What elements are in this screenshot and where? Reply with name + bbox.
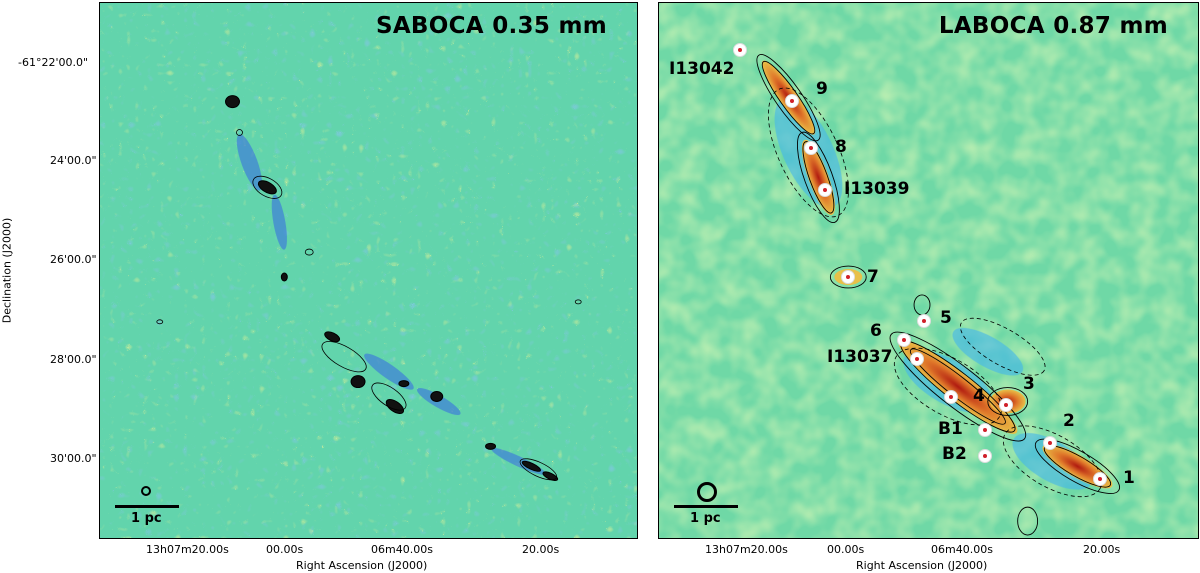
source-label-i13042: I13042 xyxy=(669,59,735,79)
saboca-intensity-map xyxy=(100,3,637,538)
beam-size-icon xyxy=(697,482,717,502)
source-label-b1: B1 xyxy=(938,419,963,439)
source-label-i13037: I13037 xyxy=(827,347,893,367)
ytick-label: 26'00.0" xyxy=(50,253,97,266)
ytick-label: 30'00.0" xyxy=(50,452,97,465)
source-label-9: 9 xyxy=(816,79,828,99)
source-marker-7 xyxy=(841,270,855,284)
saboca-title: SABOCA 0.35 mm xyxy=(375,13,607,39)
xtick-label-left: 00.00s xyxy=(266,543,304,556)
ytick-label: 28'00.0" xyxy=(50,353,97,366)
xtick-label-left: 20.00s xyxy=(522,543,560,556)
xtick-label-right: 13h07m20.00s xyxy=(705,543,788,556)
beam-size-icon xyxy=(141,486,151,496)
scale-bar-line xyxy=(674,505,738,508)
source-label-3: 3 xyxy=(1023,374,1035,394)
source-label-b2: B2 xyxy=(942,444,967,464)
source-marker-i13037 xyxy=(910,352,924,366)
source-marker-6 xyxy=(897,333,911,347)
source-label-5: 5 xyxy=(940,308,952,328)
source-marker-5 xyxy=(917,314,931,328)
source-marker-2 xyxy=(1043,436,1057,450)
source-label-6: 6 xyxy=(870,321,882,341)
laboca-map-panel: LABOCA 0.87 mm I13042 9 8 I13039 7 5 6 I… xyxy=(658,2,1199,539)
source-marker-8 xyxy=(804,141,818,155)
x-axis-title-right: Right Ascension (J2000) xyxy=(856,559,988,572)
scale-bar-label: 1 pc xyxy=(131,511,162,526)
ytick-label: 24'00.0" xyxy=(50,154,97,167)
xtick-label-right: 20.00s xyxy=(1083,543,1121,556)
xtick-label-left: 13h07m20.00s xyxy=(146,543,229,556)
saboca-map-panel: SABOCA 0.35 mm 1 pc xyxy=(99,2,638,539)
source-marker-b1 xyxy=(978,423,992,437)
scale-bar-label: 1 pc xyxy=(690,511,721,526)
source-label-2: 2 xyxy=(1063,411,1075,431)
ytick-label: -61°22'00.0" xyxy=(18,56,89,69)
laboca-intensity-map xyxy=(659,3,1198,538)
source-marker-3 xyxy=(999,398,1013,412)
source-label-8: 8 xyxy=(835,137,847,157)
source-marker-1 xyxy=(1093,472,1107,486)
source-label-4: 4 xyxy=(973,386,985,406)
xtick-label-left: 06m40.00s xyxy=(371,543,433,556)
source-marker-4 xyxy=(944,390,958,404)
laboca-title: LABOCA 0.87 mm xyxy=(938,13,1168,39)
xtick-label-right: 06m40.00s xyxy=(931,543,993,556)
y-axis-title: Declination (J2000) xyxy=(0,217,14,324)
source-marker-i13039 xyxy=(818,183,832,197)
scale-bar-line xyxy=(115,505,179,508)
source-marker-i13042 xyxy=(733,43,747,57)
source-marker-b2 xyxy=(978,449,992,463)
source-label-1: 1 xyxy=(1123,468,1135,488)
source-label-i13039: I13039 xyxy=(844,179,910,199)
xtick-label-right: 00.00s xyxy=(827,543,865,556)
source-label-7: 7 xyxy=(867,267,879,287)
source-marker-9 xyxy=(785,94,799,108)
x-axis-title-left: Right Ascension (J2000) xyxy=(296,559,428,572)
